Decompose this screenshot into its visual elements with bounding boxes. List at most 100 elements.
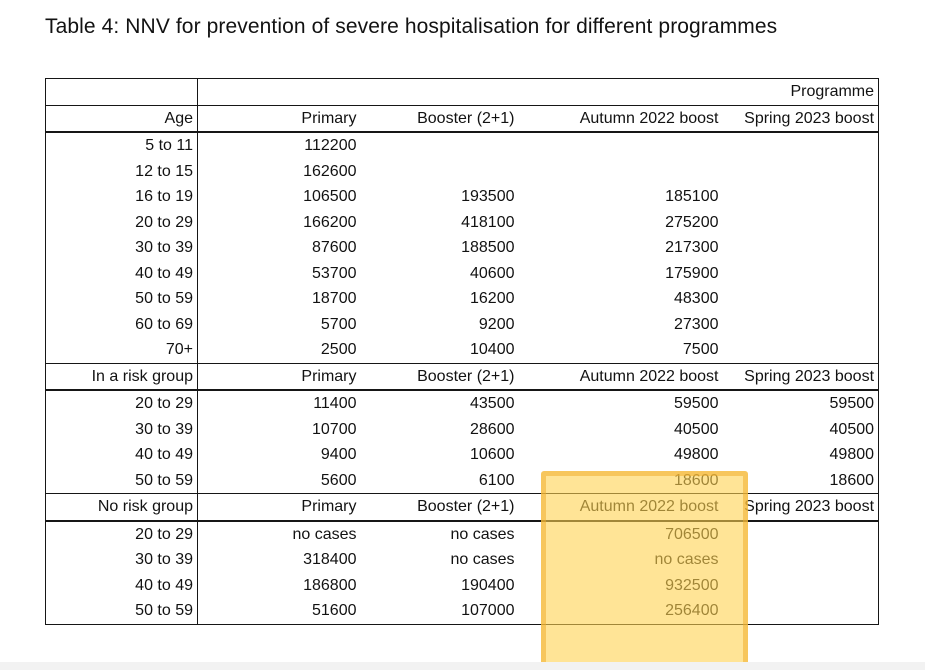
row-label-cell: 60 to 69 bbox=[45, 311, 198, 337]
table-row: 30 to 39 10700 28600 40500 40500 bbox=[45, 416, 879, 442]
section-header-row: No risk group Primary Booster (2+1) Autu… bbox=[45, 493, 879, 522]
table-row: 12 to 15 162600 bbox=[45, 158, 879, 185]
table-row: 40 to 49 9400 10600 49800 49800 bbox=[45, 442, 879, 468]
value-cell: 51600 bbox=[312, 602, 357, 619]
value-cell: 48300 bbox=[674, 290, 719, 307]
column-header-cell: Autumn 2022 boost bbox=[518, 362, 723, 391]
value-cell: 49800 bbox=[674, 446, 719, 463]
row-label-cell: 20 to 29 bbox=[45, 209, 198, 235]
section-label-cell: Age bbox=[45, 105, 198, 133]
row-label-cell: 40 to 49 bbox=[45, 442, 198, 468]
bottom-strip bbox=[0, 662, 925, 670]
value-cell bbox=[723, 286, 879, 312]
value-cell: 53700 bbox=[312, 264, 357, 282]
value-cell: 2500 bbox=[320, 341, 357, 358]
value-cell: 932500 bbox=[665, 576, 719, 594]
column-header-cell: Autumn 2022 boost bbox=[518, 105, 723, 133]
value-cell bbox=[361, 132, 519, 159]
value-cell: 9400 bbox=[320, 446, 357, 463]
value-cell: 175900 bbox=[665, 264, 719, 282]
row-label-cell: 50 to 59 bbox=[45, 286, 198, 312]
column-header-cell: Booster (2+1) bbox=[360, 362, 519, 391]
value-cell: no cases bbox=[450, 551, 515, 568]
value-cell: no cases bbox=[654, 551, 719, 568]
value-cell: 10700 bbox=[312, 420, 357, 438]
table-row: 50 to 59 51600 107000 256400 bbox=[45, 598, 879, 624]
value-cell: 162600 bbox=[303, 162, 357, 180]
section-label-cell: In a risk group bbox=[45, 362, 198, 391]
column-header-cell: Booster (2+1) bbox=[360, 493, 519, 522]
row-label-cell: 5 to 11 bbox=[45, 132, 198, 159]
value-cell bbox=[723, 210, 879, 236]
value-cell: 59500 bbox=[674, 395, 719, 412]
value-cell: 18700 bbox=[312, 290, 357, 307]
table-row: 40 to 49 186800 190400 932500 bbox=[45, 572, 879, 599]
value-cell: 87600 bbox=[312, 239, 357, 256]
row-label-cell: 50 to 59 bbox=[45, 467, 198, 494]
value-cell: 106500 bbox=[303, 188, 357, 205]
value-cell: 190400 bbox=[461, 576, 515, 594]
value-cell bbox=[723, 159, 879, 185]
value-cell: no cases bbox=[292, 525, 357, 543]
row-label-cell: 20 to 29 bbox=[45, 520, 198, 547]
row-label-cell: 70+ bbox=[45, 337, 198, 363]
value-cell: 11400 bbox=[313, 395, 357, 412]
row-label-cell: 30 to 39 bbox=[45, 235, 198, 261]
value-cell: 706500 bbox=[665, 525, 719, 543]
table-row: 50 to 59 5600 6100 18600 18600 bbox=[45, 467, 879, 494]
column-header-cell: Primary bbox=[197, 105, 361, 133]
row-label-cell: 20 to 29 bbox=[45, 390, 198, 417]
section-header-row: In a risk group Primary Booster (2+1) Au… bbox=[45, 362, 879, 391]
table-row: 40 to 49 53700 40600 175900 bbox=[45, 260, 879, 287]
value-cell bbox=[519, 132, 723, 159]
value-cell: 27300 bbox=[674, 315, 719, 333]
corner-cell bbox=[45, 78, 198, 106]
value-cell: 5600 bbox=[320, 471, 357, 489]
value-cell: 186800 bbox=[303, 576, 357, 594]
value-cell: 40500 bbox=[829, 420, 875, 438]
value-cell bbox=[723, 521, 879, 548]
value-cell bbox=[723, 598, 879, 624]
value-cell bbox=[519, 159, 723, 185]
column-header-cell: Spring 2023 boost bbox=[722, 493, 879, 522]
value-cell bbox=[723, 235, 879, 261]
value-cell: 256400 bbox=[665, 602, 719, 619]
column-header-cell: Booster (2+1) bbox=[360, 105, 519, 133]
value-cell: 43500 bbox=[470, 395, 515, 412]
table-row: 20 to 29 11400 43500 59500 59500 bbox=[45, 390, 879, 417]
value-cell bbox=[723, 312, 879, 338]
column-header-cell: Spring 2023 boost bbox=[722, 362, 879, 391]
value-cell: 112200 bbox=[304, 137, 357, 154]
programme-header-row: Programme bbox=[45, 78, 879, 106]
value-cell: 188500 bbox=[461, 239, 515, 256]
value-cell: 193500 bbox=[461, 188, 515, 205]
row-label-cell: 12 to 15 bbox=[45, 158, 198, 184]
value-cell: 10400 bbox=[470, 341, 515, 358]
value-cell bbox=[723, 132, 879, 159]
column-header-cell: Primary bbox=[197, 362, 361, 391]
value-cell: 418100 bbox=[461, 213, 515, 231]
value-cell bbox=[723, 261, 879, 287]
table-row: 20 to 29 no cases no cases 706500 bbox=[45, 520, 879, 548]
value-cell: 9200 bbox=[478, 315, 515, 333]
row-label-cell: 30 to 39 bbox=[45, 416, 198, 442]
value-cell: 59500 bbox=[829, 395, 875, 412]
table-row: 30 to 39 318400 no cases no cases bbox=[45, 547, 879, 573]
column-header-row: Age Primary Booster (2+1) Autumn 2022 bo… bbox=[45, 105, 879, 133]
table-row: 30 to 39 87600 188500 217300 bbox=[45, 235, 879, 261]
value-cell: 6100 bbox=[478, 471, 515, 489]
value-cell: no cases bbox=[450, 525, 515, 543]
value-cell: 166200 bbox=[303, 213, 357, 231]
value-cell bbox=[723, 573, 879, 599]
programme-header-cell: Programme bbox=[197, 78, 879, 106]
value-cell: 40500 bbox=[674, 420, 719, 438]
section-label-cell: No risk group bbox=[45, 493, 198, 522]
column-header-cell: Spring 2023 boost bbox=[722, 105, 879, 133]
page-title: Table 4: NNV for prevention of severe ho… bbox=[45, 15, 778, 38]
table-row: 70+ 2500 10400 7500 bbox=[45, 337, 879, 363]
table-row: 20 to 29 166200 418100 275200 bbox=[45, 209, 879, 236]
column-header-cell: Autumn 2022 boost bbox=[518, 493, 723, 522]
value-cell: 49800 bbox=[829, 446, 875, 463]
table-row: 50 to 59 18700 16200 48300 bbox=[45, 286, 879, 312]
